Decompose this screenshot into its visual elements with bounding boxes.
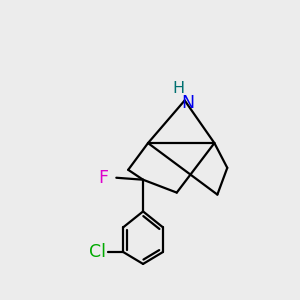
Text: Cl: Cl <box>89 243 106 261</box>
Text: N: N <box>182 94 195 112</box>
Text: H: H <box>173 81 185 96</box>
Text: F: F <box>98 169 108 187</box>
